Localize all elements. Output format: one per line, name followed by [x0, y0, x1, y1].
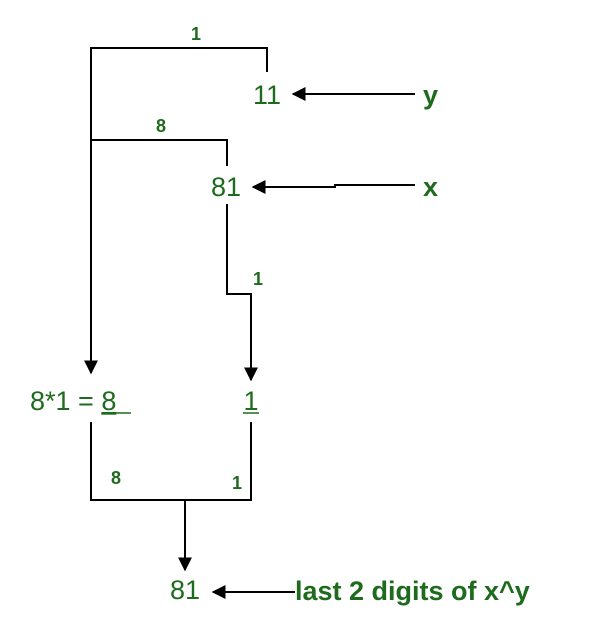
number-x-value: 81	[211, 172, 241, 202]
edge-label-second: 8	[156, 116, 166, 136]
right-result: 1	[243, 386, 258, 416]
y-label: y	[423, 80, 438, 110]
left-expression: 8*1 = 8	[30, 386, 116, 416]
second-bracket-line	[91, 139, 228, 166]
right-branch-line	[226, 204, 258, 382]
bottom-merge-line	[90, 422, 252, 501]
final-number: 81	[170, 575, 200, 605]
number-y-value: 11	[253, 80, 281, 110]
edge-label-right: 1	[253, 269, 263, 289]
edge-label-bottom-left: 8	[111, 468, 121, 488]
edge-label-bottom-right: 1	[232, 473, 242, 493]
final-label: last 2 digits of x^y	[295, 576, 530, 606]
top-bracket-line	[84, 47, 268, 375]
left-expression-text: 8*1 =	[30, 386, 101, 416]
left-result: 8	[101, 386, 116, 416]
x-arrow	[251, 180, 415, 194]
x-label: x	[423, 172, 438, 202]
edge-label-top: 1	[191, 24, 201, 44]
